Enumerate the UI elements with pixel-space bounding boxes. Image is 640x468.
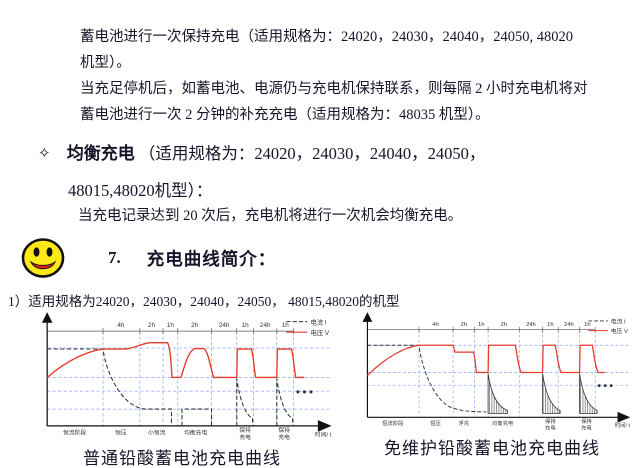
duration-label: 4h	[117, 322, 125, 329]
stage-label: 恒压	[115, 428, 127, 436]
stage-labels: 恒流阶段 恒压 浮充 均衡充电 保持充电 保持充电 时间/ t	[382, 417, 630, 431]
duration-label: 1h	[282, 322, 290, 329]
stage-label: 小恒流	[148, 428, 166, 436]
intro-line-1: 蓄电池进行一次保持充电（适用规格为：24020，24030，24040，2405…	[80, 29, 573, 45]
stage-label: 均衡充电	[492, 419, 514, 427]
equalize-body: 当充电记录达到 20 次后，充电机将进行一次机会均衡充电。	[78, 208, 463, 224]
x-axis-label: 时间/ t	[315, 430, 332, 438]
legend-current-label: 电流 I	[611, 317, 626, 325]
legend-voltage-label: 电压 V	[311, 328, 330, 337]
voltage-curve	[46, 342, 305, 379]
current-curve	[47, 348, 294, 426]
section7-title: 充电曲线简介：	[146, 248, 277, 269]
continuation-dots: ● ● ●	[597, 383, 613, 390]
intro-paragraph: 蓄电池进行一次保持充电（适用规格为：24020，24030，24040，2405…	[80, 24, 632, 128]
axes	[46, 320, 319, 427]
legend-current-label: 电流 I	[311, 317, 327, 326]
equalize-title-rest: （适用规格为：24020，24030，24040，24050，	[138, 144, 486, 163]
maintenance-free-curve-svg: 4h 2h 1h 2h 24h 1h 24h 1h	[362, 312, 631, 431]
stage-label: 均衡充电	[184, 428, 207, 436]
chart-ordinary-battery: 4h 2h 1h 2h 24h 1h 24h 1h ● ● ●	[24, 312, 340, 468]
intro-line-4: 蓄电池进行一次 2 分钟的补充充电（适用规格为：48035 机型）。	[80, 107, 490, 123]
voltage-curve	[366, 344, 605, 376]
smiley-face-icon	[21, 238, 65, 278]
legend: 电流 I 电压 V	[286, 317, 330, 337]
duration-label: 24h	[219, 322, 230, 329]
y-axis-arrow	[362, 312, 373, 322]
x-axis-label: 时间/ t	[615, 421, 631, 429]
duration-label: 4h	[432, 322, 438, 328]
legend-voltage-label: 电压 V	[611, 327, 628, 335]
duration-label: 2h	[191, 322, 199, 329]
equalize-heading-line2: 48015,48020机型）：	[68, 181, 213, 200]
stage-label: 保持充电	[239, 426, 251, 441]
duration-label: 1h	[167, 322, 175, 329]
stage-label: 保持充电	[278, 426, 290, 441]
section7-number: 7.	[108, 248, 121, 267]
time-ruler-labels: 4h 2h 1h 2h 24h 1h 24h 1h	[432, 322, 590, 328]
grid-lines	[47, 331, 330, 426]
x-axis-arrow	[617, 411, 631, 423]
ordinary-battery-curve-svg: 4h 2h 1h 2h 24h 1h 24h 1h ● ● ●	[41, 312, 332, 441]
stage-label: 保持充电	[581, 417, 592, 431]
legend: 电流 I 电压 V	[588, 317, 628, 335]
stage-label: 恒流阶段	[63, 428, 86, 436]
stage-label: 恒流阶段	[382, 419, 404, 427]
duration-label: 1h	[478, 322, 484, 328]
star-bullet-icon: ✧	[38, 146, 51, 162]
duration-label: 2h	[461, 322, 467, 328]
y-axis-arrow	[41, 312, 53, 323]
duration-label: 24h	[564, 322, 574, 328]
duration-label: 24h	[526, 322, 536, 328]
section7-heading: 7. 充电曲线简介：	[20, 237, 276, 279]
x-axis-arrow	[317, 420, 332, 432]
time-ruler-labels: 4h 2h 1h 2h 24h 1h 24h 1h	[117, 322, 289, 329]
duration-label: 2h	[500, 322, 506, 328]
duration-label: 1h	[242, 322, 250, 329]
axes	[366, 319, 619, 418]
chart-caption-ordinary: 普通铅酸蓄电池充电曲线	[83, 449, 281, 468]
duration-label: 24h	[260, 322, 271, 329]
time-ruler	[46, 327, 294, 335]
continuation-dots: ● ● ●	[296, 387, 313, 396]
current-curve	[367, 344, 487, 413]
equalize-heading: ✧ 均衡充电 （适用规格为：24020，24030，24040，24050，	[38, 139, 485, 164]
current-hatched-pulses	[487, 373, 598, 414]
duration-label: 1h	[547, 322, 553, 328]
chart-maintenance-free-battery: 4h 2h 1h 2h 24h 1h 24h 1h	[346, 312, 638, 459]
applicability-note: 1）适用规格为24020，24030，24040，24050， 48015,48…	[8, 294, 400, 309]
stage-labels: 恒流阶段 恒压 小恒流 均衡充电 保持充电 保持充电 时间/ t	[63, 426, 332, 441]
stage-label: 保持充电	[545, 417, 556, 431]
duration-label: 2h	[148, 322, 156, 329]
chart-caption-maintenance-free: 免维护铅酸蓄电池充电曲线	[384, 439, 600, 458]
intro-line-2: 机型）。	[80, 55, 131, 71]
stage-label: 恒压	[430, 419, 441, 427]
equalize-title: 均衡充电	[66, 144, 135, 163]
intro-line-3: 当充足停机后，如蓄电池、电源仍与充电机保持联系，则每隔 2 小时充电机将对	[80, 81, 588, 97]
stage-label: 浮充	[458, 419, 469, 427]
duration-label: 1h	[584, 322, 590, 328]
